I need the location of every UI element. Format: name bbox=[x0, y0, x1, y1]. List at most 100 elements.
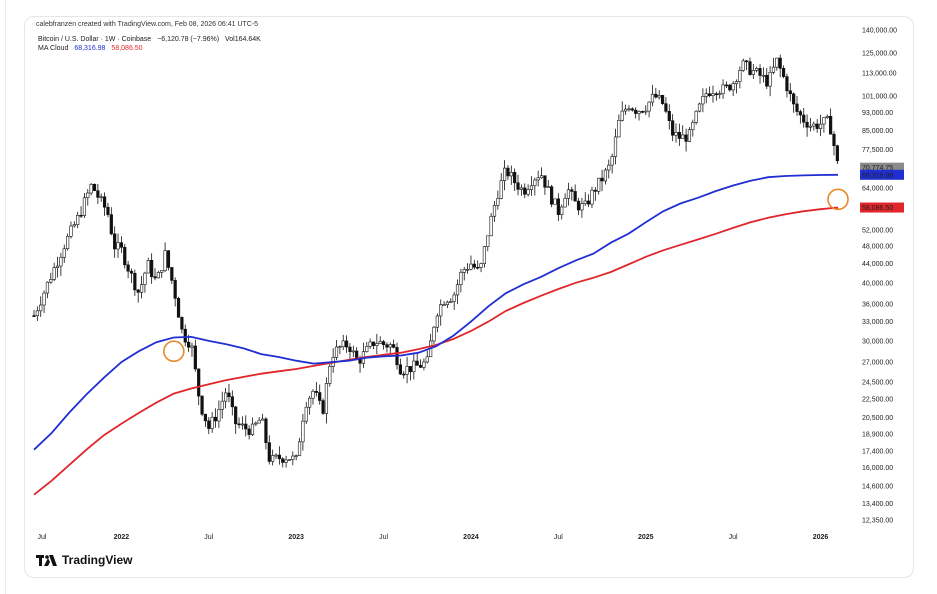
candle-body bbox=[76, 214, 80, 225]
y-tick-label: 36,000.00 bbox=[862, 302, 893, 309]
candle-body bbox=[734, 81, 739, 84]
y-tick-label: 13,400.00 bbox=[862, 501, 893, 508]
candle-body bbox=[237, 423, 241, 426]
candle-body bbox=[687, 129, 692, 142]
candle-body bbox=[714, 93, 718, 96]
candle-body bbox=[751, 70, 755, 75]
candle-body bbox=[344, 340, 349, 348]
candle-body bbox=[637, 111, 641, 114]
candle-body bbox=[523, 187, 527, 195]
candle-body bbox=[671, 120, 675, 136]
candle-body bbox=[590, 189, 594, 205]
candle-body bbox=[126, 264, 130, 272]
candle-body bbox=[818, 123, 823, 129]
candle-body bbox=[66, 235, 70, 250]
candle-body bbox=[640, 111, 644, 113]
candle-body bbox=[89, 183, 93, 194]
candle-body bbox=[193, 345, 197, 370]
x-tick-label: 2026 bbox=[813, 534, 829, 541]
candle-body bbox=[371, 341, 376, 346]
y-tick-label: 44,000.00 bbox=[862, 261, 893, 268]
candle-body bbox=[32, 315, 36, 317]
candle-body bbox=[291, 455, 295, 460]
ma-fast-line bbox=[33, 173, 839, 451]
candle-body bbox=[835, 145, 839, 162]
candle-body bbox=[418, 365, 423, 368]
candle-body bbox=[240, 423, 244, 426]
candle-body bbox=[123, 247, 127, 266]
candle-body bbox=[654, 93, 658, 98]
candle-body bbox=[69, 225, 73, 237]
y-tick-label: 22,500.00 bbox=[862, 396, 893, 403]
candle-body bbox=[566, 189, 571, 199]
candle-body bbox=[277, 454, 281, 460]
candle-body bbox=[415, 360, 419, 366]
candle-body bbox=[785, 76, 789, 92]
candle-body bbox=[234, 406, 238, 425]
candle-body bbox=[502, 167, 507, 181]
ma-fast-value: 68,316.98 bbox=[74, 45, 106, 52]
candle-body bbox=[351, 350, 355, 353]
candle-body bbox=[728, 84, 732, 91]
candle-body bbox=[334, 346, 339, 358]
candle-body bbox=[677, 132, 681, 139]
candle-body bbox=[227, 392, 231, 398]
candle-body bbox=[412, 360, 416, 373]
candle-body bbox=[660, 95, 665, 104]
x-tick-label: 2024 bbox=[463, 534, 479, 541]
candle-body bbox=[439, 304, 443, 317]
candle-body bbox=[560, 206, 564, 215]
tradingview-logo[interactable]: TradingView bbox=[36, 553, 132, 567]
y-tick-label: 30,000.00 bbox=[862, 338, 893, 345]
candle-body bbox=[466, 268, 470, 271]
y-tick-label: 20,500.00 bbox=[862, 415, 893, 422]
candle-body bbox=[630, 108, 634, 111]
candle-body bbox=[825, 115, 829, 118]
ma-fast-tag: 68,316.98 bbox=[862, 172, 893, 179]
candle-body bbox=[445, 301, 450, 305]
candle-body bbox=[301, 420, 305, 443]
candle-body bbox=[166, 250, 171, 268]
candle-body bbox=[795, 103, 799, 112]
candle-body bbox=[435, 315, 439, 328]
candle-body bbox=[338, 346, 342, 348]
candle-body bbox=[634, 109, 638, 114]
candle-body bbox=[704, 93, 708, 97]
candle-body bbox=[694, 110, 698, 123]
candle-body bbox=[664, 103, 668, 112]
candle-body bbox=[197, 368, 201, 397]
candle-body bbox=[748, 61, 752, 75]
candle-body bbox=[328, 366, 332, 384]
candle-body bbox=[35, 310, 39, 317]
candle-body bbox=[701, 96, 705, 105]
candle-body bbox=[647, 101, 651, 112]
ma-slow-tag-bg bbox=[860, 202, 904, 213]
candle-body bbox=[318, 392, 322, 401]
candle-body bbox=[442, 304, 446, 306]
chart-attribution: calebfranzen created with TradingView.co… bbox=[36, 21, 259, 28]
y-tick-label: 14,600.00 bbox=[862, 484, 893, 491]
y-tick-label: 24,500.00 bbox=[862, 379, 893, 386]
candle-body bbox=[156, 272, 160, 279]
candle-body bbox=[718, 93, 722, 95]
candle-body bbox=[553, 198, 557, 205]
candle-body bbox=[472, 263, 476, 268]
symbol-label: Bitcoin / U.S. Dollar · 1W · Coinbase bbox=[38, 36, 152, 43]
candle-body bbox=[173, 280, 177, 299]
candle-body bbox=[449, 301, 453, 303]
candle-body bbox=[479, 263, 483, 268]
candle-body bbox=[644, 110, 648, 113]
candle-body bbox=[217, 409, 221, 422]
candle-body bbox=[425, 356, 429, 363]
candle-body bbox=[600, 177, 604, 182]
candle-body bbox=[775, 57, 779, 68]
x-tick-label: Jul bbox=[554, 534, 563, 541]
candle-body bbox=[321, 400, 325, 414]
candle-body bbox=[42, 292, 46, 306]
candle-body bbox=[116, 242, 120, 250]
x-tick-label: Jul bbox=[37, 534, 46, 541]
candle-body bbox=[708, 93, 712, 97]
candle-body bbox=[650, 93, 655, 103]
candle-body bbox=[593, 189, 597, 192]
